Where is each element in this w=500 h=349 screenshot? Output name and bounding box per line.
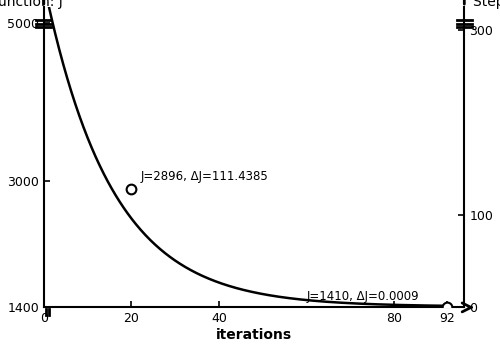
Text: J=1410, ΔJ=0.0009: J=1410, ΔJ=0.0009	[306, 290, 420, 303]
X-axis label: iterations: iterations	[216, 328, 292, 342]
Text: Steps: ΔJ: Steps: ΔJ	[472, 0, 500, 9]
Text: function: J: function: J	[0, 0, 63, 9]
Text: J=2896, ΔJ=111.4385: J=2896, ΔJ=111.4385	[140, 170, 268, 183]
